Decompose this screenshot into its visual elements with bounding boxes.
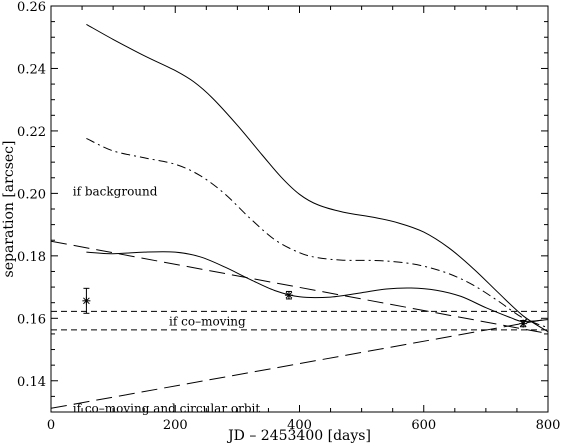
- measurement-point-3: [519, 319, 528, 328]
- x-tick-label: 600: [411, 418, 436, 433]
- y-tick-label: 0.18: [17, 250, 46, 265]
- x-axis-label: JD – 2453400 [days]: [226, 428, 371, 444]
- plot-frame: [50, 5, 549, 413]
- y-tick-label: 0.26: [17, 0, 46, 15]
- series-line-4: [51, 240, 548, 335]
- x-tick-label: 800: [536, 418, 561, 433]
- measurement-layer: [82, 287, 528, 328]
- annotation-1: if background: [73, 185, 158, 199]
- series-line-1: [86, 23, 548, 333]
- series-line-3: [86, 251, 548, 322]
- y-tick-label: 0.14: [17, 375, 46, 390]
- y-tick-label: 0.16: [17, 312, 46, 327]
- measurement-point-2: [284, 290, 293, 300]
- y-tick-label: 0.20: [17, 187, 46, 202]
- y-tick-label: 0.24: [17, 62, 46, 77]
- tick-layer: 0 200 400 600 800 0.14 0.16 0.18 0.20 0.22 0.24 0.2…: [17, 0, 560, 433]
- series-line-2: [86, 137, 548, 329]
- y-tick-label: 0.22: [17, 125, 46, 140]
- annotation-2: if co–moving: [169, 314, 246, 328]
- series-line-7: [51, 318, 548, 409]
- annotation-layer: if background if co–moving if co–moving an…: [73, 185, 261, 416]
- y-axis-label: separation [arcsec]: [1, 141, 17, 278]
- annotation-3: if co–moving and circular orbit: [73, 401, 261, 415]
- measurement-point-1: [82, 287, 91, 314]
- x-tick-label: 400: [287, 418, 312, 433]
- x-tick-label: 0: [47, 418, 55, 433]
- x-tick-label: 200: [163, 418, 188, 433]
- curves-layer: [51, 23, 548, 409]
